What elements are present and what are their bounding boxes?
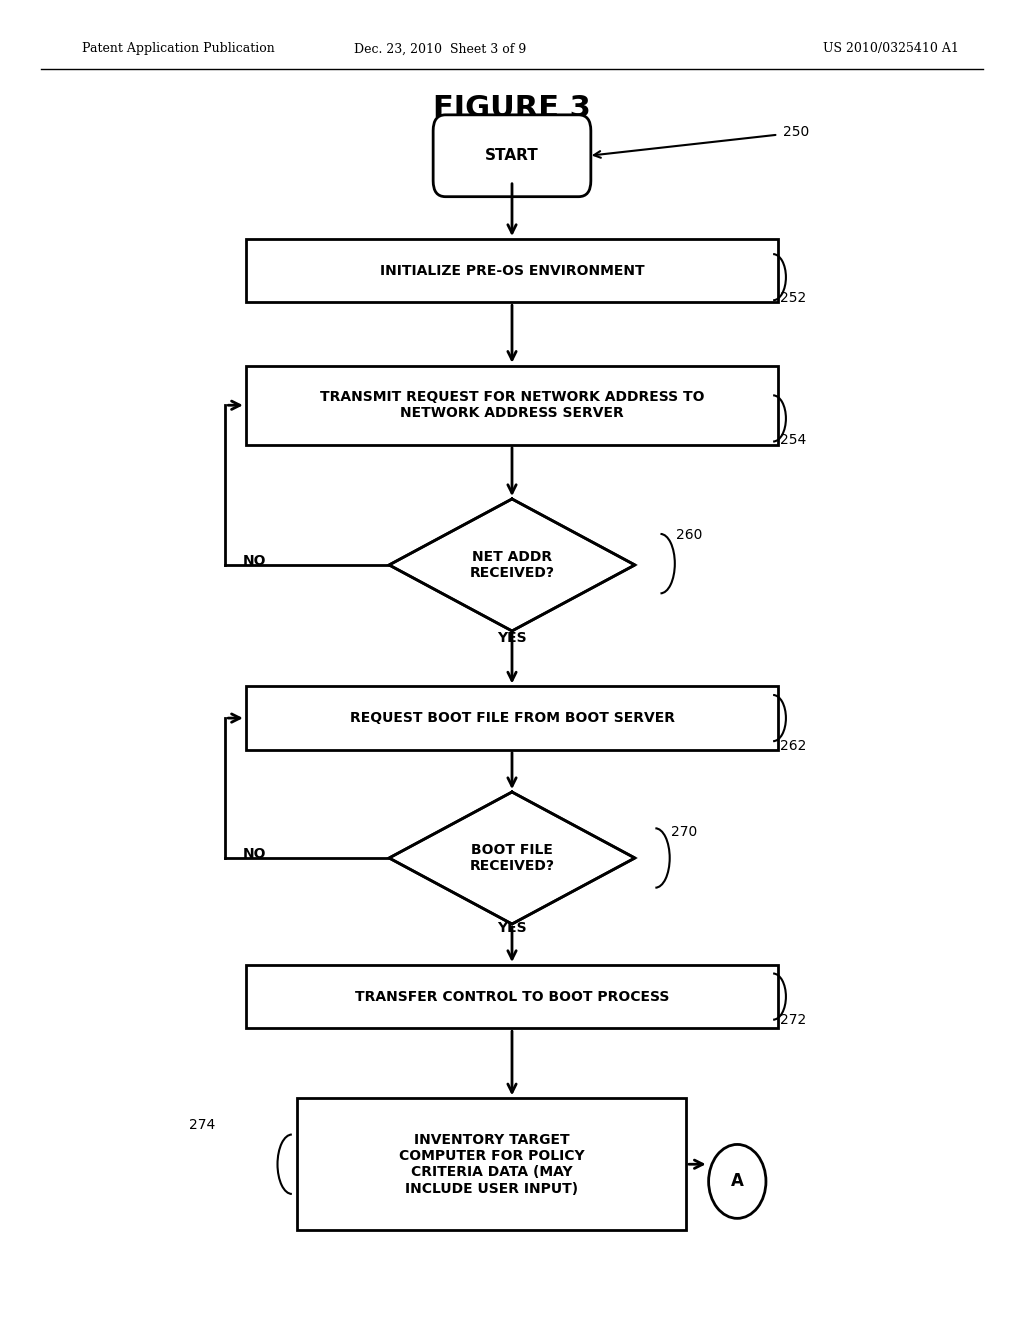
Text: Patent Application Publication: Patent Application Publication <box>82 42 274 55</box>
Text: 260: 260 <box>676 528 702 541</box>
FancyBboxPatch shape <box>246 686 778 750</box>
Text: 262: 262 <box>780 739 807 752</box>
Text: REQUEST BOOT FILE FROM BOOT SERVER: REQUEST BOOT FILE FROM BOOT SERVER <box>349 711 675 725</box>
Circle shape <box>709 1144 766 1218</box>
FancyBboxPatch shape <box>246 366 778 445</box>
FancyBboxPatch shape <box>433 115 591 197</box>
Text: 252: 252 <box>780 292 807 305</box>
Text: 250: 250 <box>783 125 810 139</box>
FancyBboxPatch shape <box>246 239 778 302</box>
FancyBboxPatch shape <box>246 965 778 1028</box>
Text: YES: YES <box>498 631 526 644</box>
Text: NO: NO <box>243 554 266 568</box>
Text: INVENTORY TARGET
COMPUTER FOR POLICY
CRITERIA DATA (MAY
INCLUDE USER INPUT): INVENTORY TARGET COMPUTER FOR POLICY CRI… <box>398 1133 585 1196</box>
Text: TRANSMIT REQUEST FOR NETWORK ADDRESS TO
NETWORK ADDRESS SERVER: TRANSMIT REQUEST FOR NETWORK ADDRESS TO … <box>319 391 705 420</box>
Text: 274: 274 <box>188 1118 215 1131</box>
Text: A: A <box>731 1172 743 1191</box>
Text: 254: 254 <box>780 433 807 446</box>
Text: NO: NO <box>243 847 266 861</box>
Polygon shape <box>389 792 635 924</box>
Text: NET ADDR
RECEIVED?: NET ADDR RECEIVED? <box>469 550 555 579</box>
FancyBboxPatch shape <box>297 1098 686 1230</box>
Text: BOOT FILE
RECEIVED?: BOOT FILE RECEIVED? <box>469 843 555 873</box>
Text: TRANSFER CONTROL TO BOOT PROCESS: TRANSFER CONTROL TO BOOT PROCESS <box>354 990 670 1003</box>
Text: START: START <box>485 148 539 164</box>
Text: 272: 272 <box>780 1014 807 1027</box>
Text: INITIALIZE PRE-OS ENVIRONMENT: INITIALIZE PRE-OS ENVIRONMENT <box>380 264 644 277</box>
Text: FIGURE 3: FIGURE 3 <box>433 94 591 123</box>
Text: YES: YES <box>498 921 526 935</box>
Text: US 2010/0325410 A1: US 2010/0325410 A1 <box>823 42 958 55</box>
Polygon shape <box>389 499 635 631</box>
Text: 270: 270 <box>671 825 697 838</box>
Text: Dec. 23, 2010  Sheet 3 of 9: Dec. 23, 2010 Sheet 3 of 9 <box>354 42 526 55</box>
